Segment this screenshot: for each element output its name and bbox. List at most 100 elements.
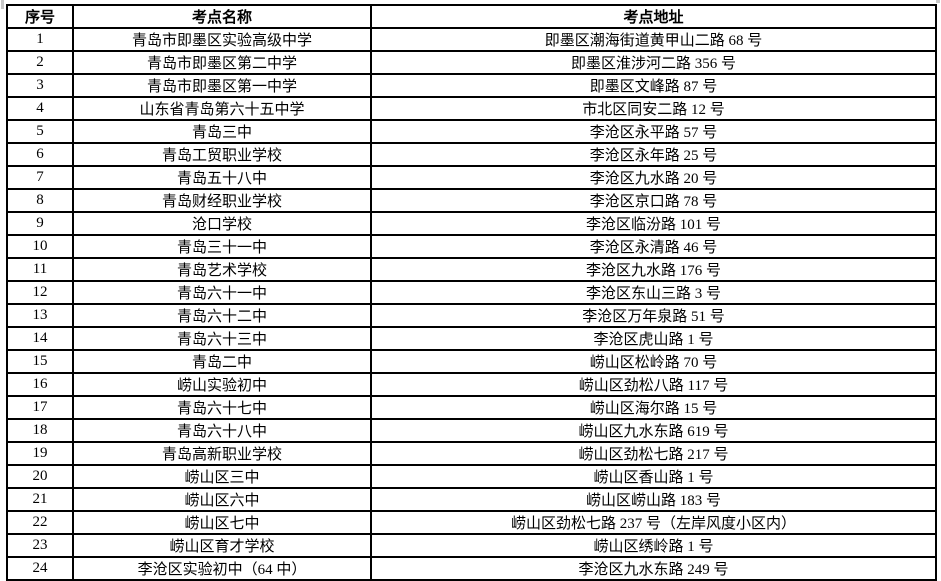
cell-name: 崂山实验初中: [72, 372, 372, 397]
cell-name: 李沧区实验初中（64 中）: [72, 556, 372, 581]
cell-name: 崂山区育才学校: [72, 533, 372, 558]
cell-number: 15: [6, 349, 74, 374]
table-row: 14 青岛六十三中 李沧区虎山路 1 号: [6, 326, 937, 351]
table-row: 22 崂山区七中 崂山区劲松七路 237 号（左岸风度小区内）: [6, 510, 937, 535]
cell-number: 19: [6, 441, 74, 466]
cell-name: 青岛市即墨区第二中学: [72, 50, 372, 75]
cell-number: 17: [6, 395, 74, 420]
cell-name: 青岛二中: [72, 349, 372, 374]
cell-number: 3: [6, 73, 74, 98]
table-header-row: 序号 考点名称 考点地址: [6, 4, 937, 29]
table-row: 3 青岛市即墨区第一中学 即墨区文峰路 87 号: [6, 73, 937, 98]
cell-address: 李沧区万年泉路 51 号: [370, 303, 937, 328]
cell-number: 4: [6, 96, 74, 121]
table-row: 9 沧口学校 李沧区临汾路 101 号: [6, 211, 937, 236]
cell-address: 崂山区劲松七路 217 号: [370, 441, 937, 466]
table-row: 16 崂山实验初中 崂山区劲松八路 117 号: [6, 372, 937, 397]
cell-address: 李沧区临汾路 101 号: [370, 211, 937, 236]
scan-artifact-top-right: [936, 0, 940, 3]
cell-address: 李沧区永平路 57 号: [370, 119, 937, 144]
cell-name: 青岛市即墨区实验高级中学: [72, 27, 372, 52]
table-body: 1 青岛市即墨区实验高级中学 即墨区潮海街道黄甲山二路 68 号 2 青岛市即墨区第二中…: [6, 27, 937, 581]
cell-address: 李沧区东山三路 3 号: [370, 280, 937, 305]
table-row: 10 青岛三十一中 李沧区永清路 46 号: [6, 234, 937, 259]
cell-address: 崂山区劲松八路 117 号: [370, 372, 937, 397]
cell-address: 崂山区松岭路 70 号: [370, 349, 937, 374]
cell-address: 即墨区淮涉河二路 356 号: [370, 50, 937, 75]
cell-address: 崂山区海尔路 15 号: [370, 395, 937, 420]
cell-number: 7: [6, 165, 74, 190]
cell-address: 崂山区香山路 1 号: [370, 464, 937, 489]
cell-number: 24: [6, 556, 74, 581]
cell-address: 李沧区永清路 46 号: [370, 234, 937, 259]
cell-name: 青岛财经职业学校: [72, 188, 372, 213]
cell-address: 即墨区潮海街道黄甲山二路 68 号: [370, 27, 937, 52]
table-row: 8 青岛财经职业学校 李沧区京口路 78 号: [6, 188, 937, 213]
table-row: 18 青岛六十八中 崂山区九水东路 619 号: [6, 418, 937, 443]
table-row: 20 崂山区三中 崂山区香山路 1 号: [6, 464, 937, 489]
table-row: 19 青岛高新职业学校 崂山区劲松七路 217 号: [6, 441, 937, 466]
table-row: 24 李沧区实验初中（64 中） 李沧区九水东路 249 号: [6, 556, 937, 581]
table-row: 21 崂山区六中 崂山区崂山路 183 号: [6, 487, 937, 512]
cell-name: 崂山区六中: [72, 487, 372, 512]
table-row: 4 山东省青岛第六十五中学 市北区同安二路 12 号: [6, 96, 937, 121]
cell-number: 21: [6, 487, 74, 512]
cell-address: 李沧区九水东路 249 号: [370, 556, 937, 581]
table-row: 7 青岛五十八中 李沧区九水路 20 号: [6, 165, 937, 190]
cell-number: 20: [6, 464, 74, 489]
table-row: 5 青岛三中 李沧区永平路 57 号: [6, 119, 937, 144]
cell-number: 6: [6, 142, 74, 167]
cell-address: 李沧区京口路 78 号: [370, 188, 937, 213]
table-row: 6 青岛工贸职业学校 李沧区永年路 25 号: [6, 142, 937, 167]
cell-number: 23: [6, 533, 74, 558]
cell-address: 即墨区文峰路 87 号: [370, 73, 937, 98]
cell-name: 青岛六十一中: [72, 280, 372, 305]
cell-address: 李沧区九水路 20 号: [370, 165, 937, 190]
cell-name: 青岛高新职业学校: [72, 441, 372, 466]
cell-number: 13: [6, 303, 74, 328]
cell-number: 16: [6, 372, 74, 397]
cell-address: 崂山区绣岭路 1 号: [370, 533, 937, 558]
cell-number: 11: [6, 257, 74, 282]
cell-address: 李沧区九水路 176 号: [370, 257, 937, 282]
table-row: 12 青岛六十一中 李沧区东山三路 3 号: [6, 280, 937, 305]
cell-number: 5: [6, 119, 74, 144]
cell-name: 沧口学校: [72, 211, 372, 236]
cell-address: 李沧区永年路 25 号: [370, 142, 937, 167]
cell-number: 14: [6, 326, 74, 351]
cell-name: 青岛市即墨区第一中学: [72, 73, 372, 98]
cell-name: 青岛六十七中: [72, 395, 372, 420]
header-cell-number: 序号: [6, 4, 74, 29]
cell-name: 青岛工贸职业学校: [72, 142, 372, 167]
table-row: 15 青岛二中 崂山区松岭路 70 号: [6, 349, 937, 374]
cell-address: 李沧区虎山路 1 号: [370, 326, 937, 351]
cell-name: 青岛六十二中: [72, 303, 372, 328]
exam-sites-table: 序号 考点名称 考点地址 1 青岛市即墨区实验高级中学 即墨区潮海街道黄甲山二路 6…: [6, 4, 937, 581]
cell-name: 青岛六十八中: [72, 418, 372, 443]
cell-address: 崂山区九水东路 619 号: [370, 418, 937, 443]
cell-name: 山东省青岛第六十五中学: [72, 96, 372, 121]
cell-name: 青岛艺术学校: [72, 257, 372, 282]
cell-name: 青岛六十三中: [72, 326, 372, 351]
cell-number: 1: [6, 27, 74, 52]
table-row: 17 青岛六十七中 崂山区海尔路 15 号: [6, 395, 937, 420]
cell-name: 崂山区七中: [72, 510, 372, 535]
table-row: 13 青岛六十二中 李沧区万年泉路 51 号: [6, 303, 937, 328]
header-cell-address: 考点地址: [370, 4, 937, 29]
table-row: 23 崂山区育才学校 崂山区绣岭路 1 号: [6, 533, 937, 558]
cell-address: 市北区同安二路 12 号: [370, 96, 937, 121]
table-row: 2 青岛市即墨区第二中学 即墨区淮涉河二路 356 号: [6, 50, 937, 75]
cell-number: 22: [6, 510, 74, 535]
cell-number: 8: [6, 188, 74, 213]
cell-address: 崂山区崂山路 183 号: [370, 487, 937, 512]
scan-artifact-top-left: [1, 0, 4, 9]
header-cell-name: 考点名称: [72, 4, 372, 29]
cell-name: 崂山区三中: [72, 464, 372, 489]
cell-address: 崂山区劲松七路 237 号（左岸风度小区内）: [370, 510, 937, 535]
cell-number: 2: [6, 50, 74, 75]
cell-number: 10: [6, 234, 74, 259]
cell-name: 青岛五十八中: [72, 165, 372, 190]
cell-number: 18: [6, 418, 74, 443]
table-row: 11 青岛艺术学校 李沧区九水路 176 号: [6, 257, 937, 282]
cell-name: 青岛三十一中: [72, 234, 372, 259]
